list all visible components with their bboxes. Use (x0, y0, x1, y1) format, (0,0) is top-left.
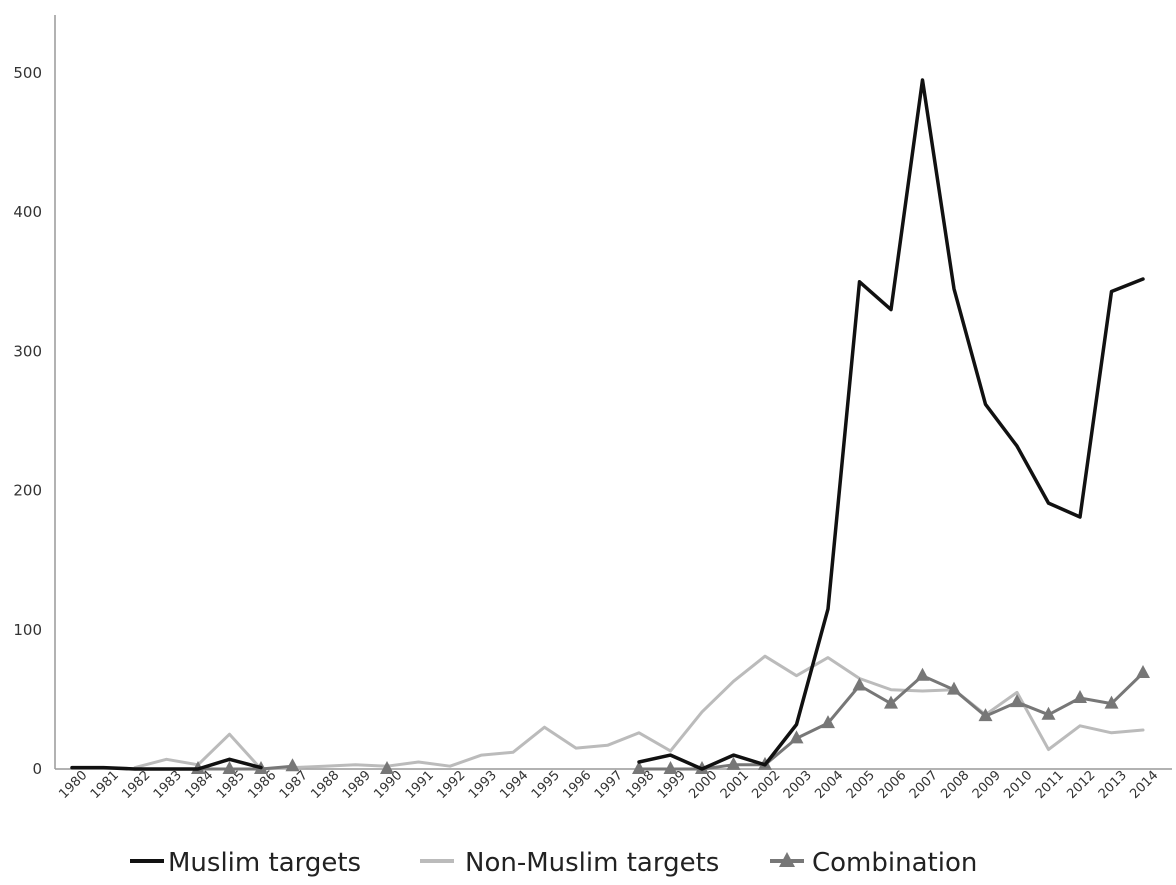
combination-marker-2007 (915, 667, 930, 681)
x-tick-label-2007: 2007 (907, 768, 941, 802)
series-combination (191, 664, 1150, 774)
legend-label-combination: Combination (812, 848, 977, 878)
combination-marker-2011 (1041, 706, 1056, 720)
series-line-muslim-targets (70, 757, 263, 771)
combination-marker-1990 (380, 761, 394, 774)
x-tick-label-1983: 1983 (151, 768, 185, 802)
x-tick-label-2001: 2001 (718, 768, 752, 802)
legend-marker-combination (779, 852, 795, 867)
legend-label-muslim-targets: Muslim targets (168, 848, 361, 878)
x-tick-label-1993: 1993 (466, 768, 500, 802)
legend-item-non-muslim-targets: Non-Muslim targets (420, 848, 719, 878)
x-tick-label-2011: 2011 (1033, 768, 1067, 802)
x-tick-label-1988: 1988 (308, 768, 342, 802)
combination-marker-1985 (222, 761, 237, 774)
x-tick-label-1989: 1989 (340, 768, 374, 802)
x-tick-label-2013: 2013 (1096, 768, 1130, 802)
x-tick-label-1991: 1991 (403, 768, 437, 802)
legend-item-combination: Combination (770, 848, 977, 878)
y-tick-label-500: 500 (13, 64, 42, 82)
x-tick-label-2002: 2002 (749, 768, 783, 802)
x-tick-label-2004: 2004 (812, 768, 846, 802)
series-line-muslim-targets (637, 78, 1145, 771)
y-tick-label-300: 300 (13, 342, 42, 360)
x-tick-label-2009: 2009 (970, 768, 1004, 802)
x-tick-label-2008: 2008 (938, 768, 972, 802)
x-tick-label-2010: 2010 (1001, 768, 1035, 802)
combination-marker-2009 (978, 708, 993, 722)
series-layer (70, 78, 1150, 774)
legend-label-non-muslim-targets: Non-Muslim targets (465, 848, 719, 878)
x-tick-label-2006: 2006 (875, 768, 909, 802)
x-tick-label-1992: 1992 (434, 768, 468, 802)
series-line-combination (196, 764, 294, 771)
combination-marker-2010 (1010, 694, 1024, 708)
x-tick-label-2003: 2003 (781, 768, 815, 802)
combination-marker-2006 (884, 695, 898, 709)
y-tick-label-100: 100 (13, 621, 42, 639)
y-tick-label-200: 200 (13, 482, 42, 500)
combination-marker-2008 (947, 681, 961, 695)
combination-marker-2013 (1104, 695, 1119, 709)
x-tick-label-2012: 2012 (1064, 768, 1098, 802)
x-tick-label-1987: 1987 (277, 768, 311, 802)
x-tick-labels: 1980198119821983198419851986198719881989… (56, 768, 1161, 802)
combination-marker-2012 (1073, 690, 1087, 704)
x-tick-label-1982: 1982 (119, 768, 153, 802)
combination-marker-1999 (663, 761, 678, 774)
series-muslim-targets (70, 78, 1145, 771)
y-tick-label-400: 400 (13, 203, 42, 221)
y-tick-labels: 0 100 200 300 400 500 (13, 64, 42, 778)
x-tick-label-1997: 1997 (592, 768, 626, 802)
x-tick-label-1981: 1981 (88, 768, 122, 802)
combination-marker-2004 (821, 715, 835, 729)
x-tick-label-1996: 1996 (560, 768, 594, 802)
x-tick-label-2005: 2005 (844, 768, 878, 802)
combination-marker-2014 (1136, 664, 1150, 678)
x-tick-label-1980: 1980 (56, 768, 90, 802)
y-tick-label-0: 0 (32, 760, 42, 778)
legend: Muslim targets Non-Muslim targets Combinat… (130, 848, 977, 878)
legend-item-muslim-targets: Muslim targets (130, 848, 361, 878)
x-tick-label-1995: 1995 (529, 768, 563, 802)
combination-marker-2001 (726, 756, 741, 770)
x-tick-label-2014: 2014 (1127, 768, 1161, 802)
x-tick-label-1994: 1994 (497, 768, 531, 802)
series-line-combination (637, 671, 1145, 771)
combination-marker-2005 (852, 677, 867, 691)
combination-marker-1998 (632, 761, 646, 774)
combination-marker-1987 (285, 758, 300, 772)
combination-marker-2003 (789, 730, 804, 744)
